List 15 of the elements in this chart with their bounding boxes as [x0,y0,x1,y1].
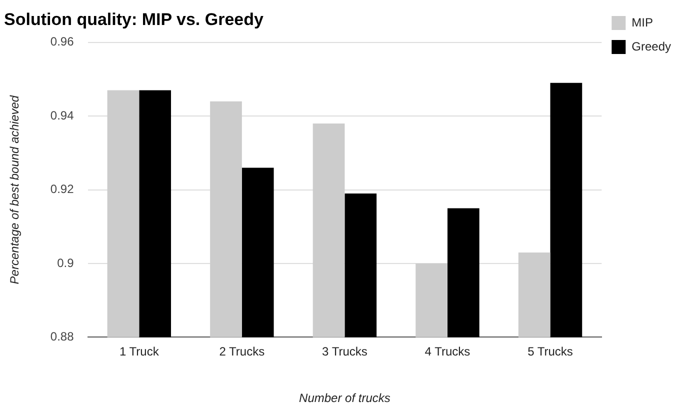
y-tick-label: 0.96 [50,34,74,49]
legend-label: MIP [632,15,653,30]
legend-label: Greedy [632,39,672,54]
x-tick-label: 5 Trucks [528,344,573,359]
y-tick-label: 0.88 [50,330,74,344]
x-tick-label: 3 Trucks [322,344,368,359]
x-tick-label: 4 Trucks [424,344,470,359]
x-tick-label: 2 Trucks [219,344,265,359]
y-tick-label: 0.92 [50,182,74,196]
x-tick-label: 1 Truck [119,344,160,359]
y-tick-label: 0.9 [57,256,74,270]
chart-title: Solution quality: MIP vs. Greedy [4,10,264,29]
y-axis-title: Percentage of best bound achieved [8,95,22,284]
y-tick-label: 0.94 [50,108,74,122]
x-axis-title: Number of trucks [299,391,390,406]
